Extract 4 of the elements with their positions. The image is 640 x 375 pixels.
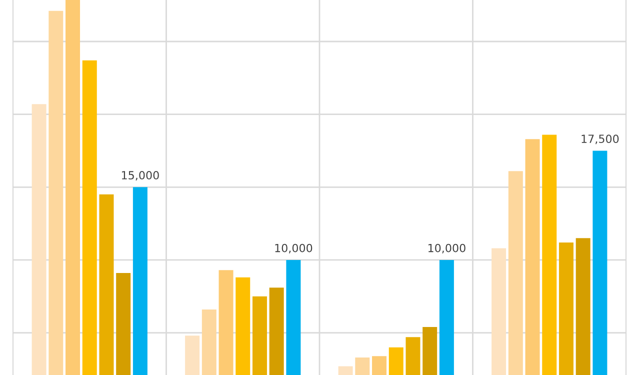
data-label: 15,000 — [122, 171, 159, 181]
data-label: 17,500 — [582, 134, 619, 144]
data-label: 10,000 — [428, 244, 466, 254]
data-label: 10,000 — [275, 244, 312, 254]
